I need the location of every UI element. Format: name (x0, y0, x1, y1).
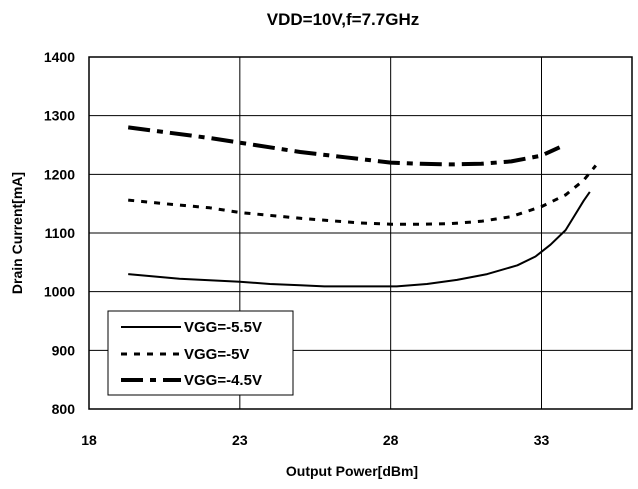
series-line-0 (128, 191, 591, 288)
grid-lines (89, 57, 632, 409)
chart-title: VDD=10V,f=7.7GHz (267, 10, 419, 29)
legend: VGG=-5.5V VGG=-5V VGG=-4.5V (107, 310, 294, 396)
y-tick-label: 1200 (44, 166, 75, 182)
legend-label-vgg-5v: VGG=-5V (184, 346, 249, 363)
series-line-2 (127, 125, 561, 167)
legend-label-vgg-4-5v: VGG=-4.5V (184, 372, 262, 389)
series-line-1 (128, 164, 597, 226)
y-tick-label: 1400 (44, 49, 75, 65)
y-tick-label: 1100 (45, 225, 76, 241)
x-tick-label: 23 (232, 432, 248, 448)
y-tick-label: 800 (52, 401, 76, 417)
x-axis-label: Output Power[dBm] (286, 463, 418, 479)
y-tick-label: 1300 (44, 108, 75, 124)
y-tick-labels: 800 900 1000 1100 1200 1300 1400 (44, 49, 75, 417)
legend-label-vgg-5-5v: VGG=-5.5V (184, 319, 262, 336)
x-tick-label: 18 (81, 432, 97, 448)
y-tick-label: 1000 (44, 284, 75, 300)
x-tick-label: 33 (534, 432, 550, 448)
plot-area-frame (88, 56, 633, 410)
x-tick-labels: 18 23 28 33 (81, 432, 549, 448)
y-axis-label: Drain Current[mA] (9, 172, 25, 294)
x-tick-label: 28 (383, 432, 399, 448)
series-lines (127, 125, 597, 288)
y-tick-label: 900 (52, 342, 76, 358)
